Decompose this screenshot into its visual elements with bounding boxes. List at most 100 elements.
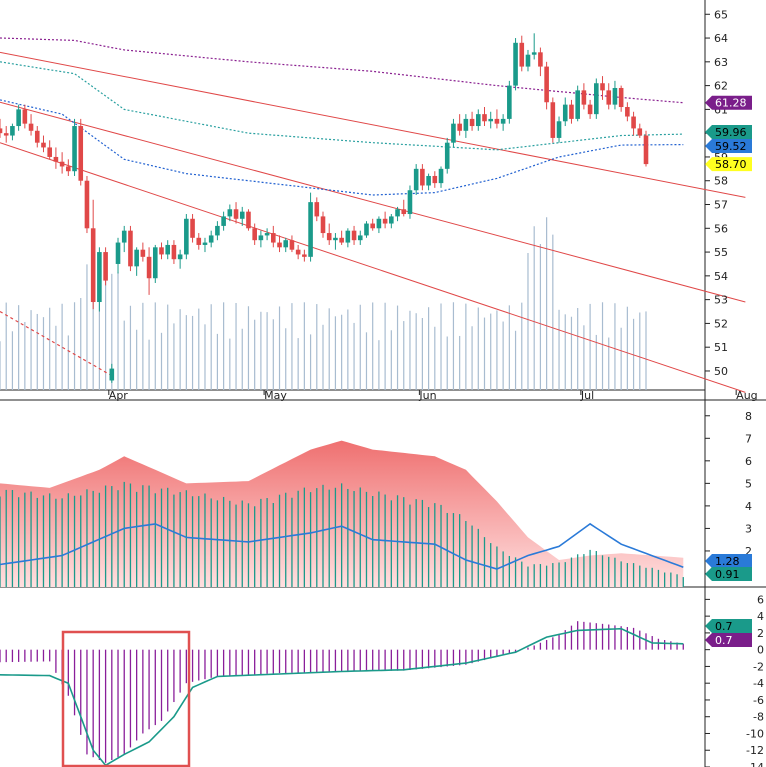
candle-body — [171, 244, 177, 260]
moving-average-line — [0, 99, 684, 196]
candle-body — [351, 230, 357, 241]
candle-body — [239, 211, 245, 219]
candle-body — [618, 87, 624, 108]
candle-body — [271, 233, 276, 243]
moving-average-line — [0, 37, 684, 104]
candle-body — [562, 104, 568, 122]
trend-line — [0, 142, 746, 393]
candle-body — [283, 240, 289, 248]
y-tick-label: 5 — [745, 477, 752, 490]
candle-body — [314, 202, 320, 217]
candle-body — [258, 235, 264, 241]
candle-body — [556, 121, 562, 138]
candle-body — [134, 249, 139, 267]
candle-body — [420, 168, 425, 186]
candle-body — [121, 230, 127, 243]
y-tick-label: 53 — [714, 294, 728, 307]
y-tick-label: 54 — [714, 270, 728, 283]
candle-body — [500, 118, 506, 124]
candle-body — [426, 175, 431, 186]
oscillator-line — [0, 627, 684, 767]
value-tag-label: 59.96 — [715, 126, 747, 139]
y-tick-label: -14 — [746, 761, 764, 767]
candle-body — [140, 249, 146, 257]
candle-body — [246, 211, 251, 229]
y-tick-label: 55 — [714, 246, 728, 259]
candle-body — [637, 128, 643, 136]
candle-body — [345, 230, 351, 243]
y-tick-label: -10 — [746, 727, 764, 740]
candle-body — [451, 123, 456, 143]
y-tick-label: 6 — [745, 455, 752, 468]
candle-body — [569, 104, 574, 119]
x-tick-label: Aug — [736, 389, 757, 402]
candle-body — [389, 216, 394, 224]
y-tick-label: 2 — [757, 627, 764, 640]
highlight-box — [61, 630, 191, 767]
candle-body — [22, 109, 28, 124]
candle-body — [115, 242, 121, 264]
candle-body — [538, 52, 543, 67]
volatility-panel: 123456781.280.91 — [0, 410, 752, 587]
candle-body — [395, 209, 400, 217]
candle-body — [47, 147, 52, 157]
candle-body — [28, 123, 34, 131]
y-tick-label: -12 — [746, 744, 764, 757]
candle-body — [631, 116, 636, 129]
candle-body — [109, 368, 115, 381]
volatility-line — [0, 522, 684, 570]
y-tick-label: 8 — [745, 410, 752, 423]
candle-body — [66, 166, 71, 172]
candle-body — [295, 249, 301, 255]
trend-line — [0, 51, 746, 198]
candle-body — [407, 190, 413, 215]
candle-body — [364, 223, 369, 236]
y-tick-label: 7 — [745, 432, 752, 445]
x-tick-label: May — [264, 389, 287, 402]
y-tick-label: 0 — [757, 644, 764, 657]
y-tick-label: 4 — [745, 500, 752, 513]
candle-body — [525, 54, 531, 67]
candle-body — [531, 52, 537, 55]
y-tick-label: 65 — [714, 8, 728, 21]
value-tag — [705, 619, 752, 633]
candle-body — [128, 230, 133, 267]
candle-body — [10, 126, 15, 136]
y-tick-label: -6 — [753, 694, 764, 707]
candle-body — [606, 90, 612, 105]
candle-body — [463, 118, 469, 131]
value-tag-label: 0.7 — [715, 634, 733, 647]
y-tick-label: 62 — [714, 80, 728, 93]
candle-body — [575, 90, 580, 119]
candle-body — [208, 235, 214, 243]
candle-body — [146, 256, 152, 279]
candle-body — [152, 247, 158, 279]
candle-body — [469, 118, 475, 127]
candle-body — [165, 244, 171, 255]
candle-body — [600, 83, 605, 91]
y-tick-label: 58 — [714, 175, 728, 188]
candle-body — [507, 85, 512, 119]
trend-line — [0, 101, 746, 303]
value-tag — [705, 95, 752, 110]
value-tag-label: 61.28 — [715, 97, 747, 110]
candle-body — [494, 118, 500, 124]
candle-body — [41, 142, 46, 148]
y-tick-label: -2 — [753, 660, 764, 673]
candle-body — [519, 42, 525, 67]
candle-body — [302, 254, 307, 257]
x-tick-label: Apr — [109, 389, 129, 402]
value-tag — [705, 567, 752, 581]
candle-body — [16, 109, 21, 127]
y-tick-label: -8 — [753, 711, 764, 724]
candle-body — [625, 107, 630, 117]
candle-body — [103, 252, 108, 281]
value-tag-label: 58.70 — [715, 158, 747, 171]
candle-body — [59, 161, 65, 167]
price-panel: 50515253545556575859606162636465AprMayJu… — [0, 8, 758, 402]
value-tag — [705, 157, 752, 172]
candle-body — [190, 218, 195, 238]
candle-body — [227, 209, 233, 217]
